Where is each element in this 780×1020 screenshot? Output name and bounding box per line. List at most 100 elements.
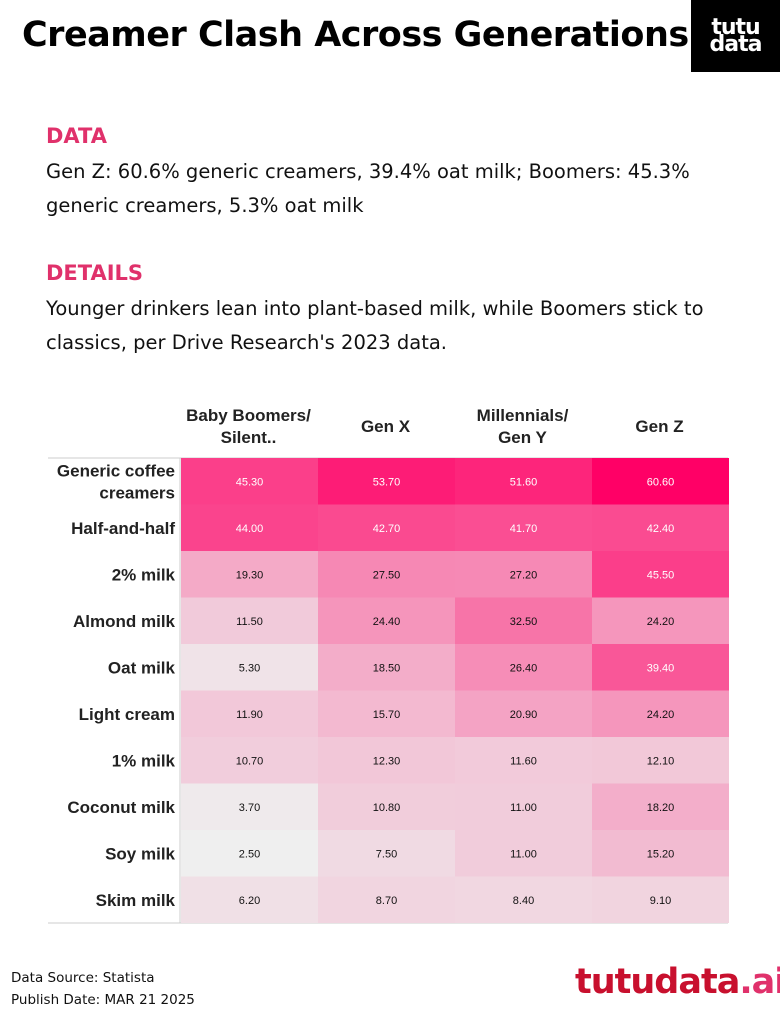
row-label-oat-milk: Oat milk [108,658,176,677]
heatmap-cell [181,504,318,551]
heatmap-cell [455,597,592,644]
heatmap-cell [181,783,318,830]
cell-value-label: 12.30 [373,755,401,767]
heatmap-cell [455,504,592,551]
cell-value-label: 5.30 [239,662,260,674]
heatmap-cell [455,458,592,505]
details-heading: DETAILS [46,261,144,285]
heatmap-cell [181,458,318,505]
heatmap-cell [455,876,592,923]
cell-value-label: 11.60 [510,755,537,767]
cell-value-label: 10.70 [236,755,264,767]
heatmap-cell [592,737,729,784]
heatmap-cell [181,737,318,784]
cell-value-label: 7.50 [376,848,397,860]
cell-value-label: 39.40 [647,662,675,674]
cell-value-label: 27.20 [510,569,538,581]
heatmap-cell [318,737,455,784]
heatmap-cell [455,551,592,598]
brand-suffix: .ai [739,962,780,1002]
details-text: Younger drinkers lean into plant-based m… [46,297,704,354]
cell-value-label: 26.40 [510,662,538,674]
cell-value-label: 45.30 [236,476,264,488]
heatmap-cell [181,690,318,737]
heatmap-cell [592,504,729,551]
cell-value-label: 18.50 [373,662,401,674]
heatmap-cell [318,783,455,830]
cell-value-label: 24.40 [373,616,401,628]
heatmap-cell [318,597,455,644]
cell-value-label: 11.00 [510,802,537,814]
heatmap-cell [181,876,318,923]
heatmap-cell [455,644,592,691]
heatmap-cell [181,830,318,877]
heatmap-cell [592,597,729,644]
brand-wordmark: tutudata.ai [575,962,780,1002]
cell-value-label: 20.90 [510,709,538,721]
cell-value-label: 45.50 [647,569,675,581]
cell-value-label: 11.00 [510,848,537,860]
cell-value-label: 60.60 [647,476,675,488]
heatmap-cell [592,783,729,830]
heatmap-cell [455,690,592,737]
cell-value-label: 12.10 [647,755,675,767]
cell-value-label: 8.40 [513,895,534,907]
row-label-1-milk: 1% milk [112,751,176,770]
heatmap-cell [592,830,729,877]
cell-value-label: 32.50 [510,616,538,628]
column-label-millennials-gen-y: Millennials/Gen Y [477,406,569,447]
heatmap-cell [592,551,729,598]
heatmap-cell [455,783,592,830]
publish-date: Publish Date: MAR 21 2025 [11,992,195,1008]
cell-value-label: 27.50 [373,569,401,581]
cell-value-label: 11.50 [236,616,263,628]
heatmap-cell [455,830,592,877]
row-label-half-and-half: Half-and-half [71,519,175,538]
heatmap-cell [592,644,729,691]
row-label-coconut-milk: Coconut milk [67,798,175,817]
page-title: Creamer Clash Across Generations [22,15,689,55]
data-text: Gen Z: 60.6% generic creamers, 39.4% oat… [46,160,690,217]
cell-value-label: 51.60 [510,476,538,488]
heatmap-cell [181,597,318,644]
row-label-skim-milk: Skim milk [96,891,176,910]
data-heading: DATA [46,124,108,148]
cell-value-label: 24.20 [647,709,675,721]
heatmap-cell [181,551,318,598]
data-source: Data Source: Statista [11,970,155,986]
column-label-gen-x: Gen X [361,417,411,436]
heatmap-cell [318,690,455,737]
cell-value-label: 41.70 [510,523,538,535]
row-label-generic-coffee-creamers: Generic coffee creamers [57,461,175,502]
cell-value-label: 6.20 [239,895,260,907]
cell-value-label: 8.70 [376,895,397,907]
cell-value-label: 24.20 [647,616,675,628]
cell-value-label: 3.70 [239,802,260,814]
row-label-2-milk: 2% milk [112,565,176,584]
heatmap-cell [318,644,455,691]
heatmap-cell [318,551,455,598]
cell-value-label: 11.90 [236,709,263,721]
column-label-baby-boomers-silent: Baby Boomers/Silent.. [186,406,311,447]
heatmap-cell [592,458,729,505]
brand-name: tutudata [575,962,740,1002]
row-label-soy-milk: Soy milk [105,844,175,863]
cell-value-label: 9.10 [650,895,671,907]
logo-text-top: tutu [711,15,760,40]
heatmap-cell [181,644,318,691]
cell-value-label: 15.70 [373,709,401,721]
column-label-gen-z: Gen Z [635,417,683,436]
row-label-light-cream: Light cream [79,705,175,724]
cell-value-label: 19.30 [236,569,264,581]
heatmap-cell [318,504,455,551]
tutudata-logo: tutu data [691,0,780,72]
heatmap-cell [318,830,455,877]
heatmap-cell [318,876,455,923]
heatmap-chart: Baby Boomers/Silent.. Gen X Millennials/Ge… [48,406,729,924]
cell-value-label: 42.40 [647,523,675,535]
logo-text-bottom: data [709,32,763,57]
cell-value-label: 10.80 [373,802,401,814]
heatmap-cell [318,458,455,505]
heatmap-cell [592,690,729,737]
cell-value-label: 18.20 [647,802,675,814]
